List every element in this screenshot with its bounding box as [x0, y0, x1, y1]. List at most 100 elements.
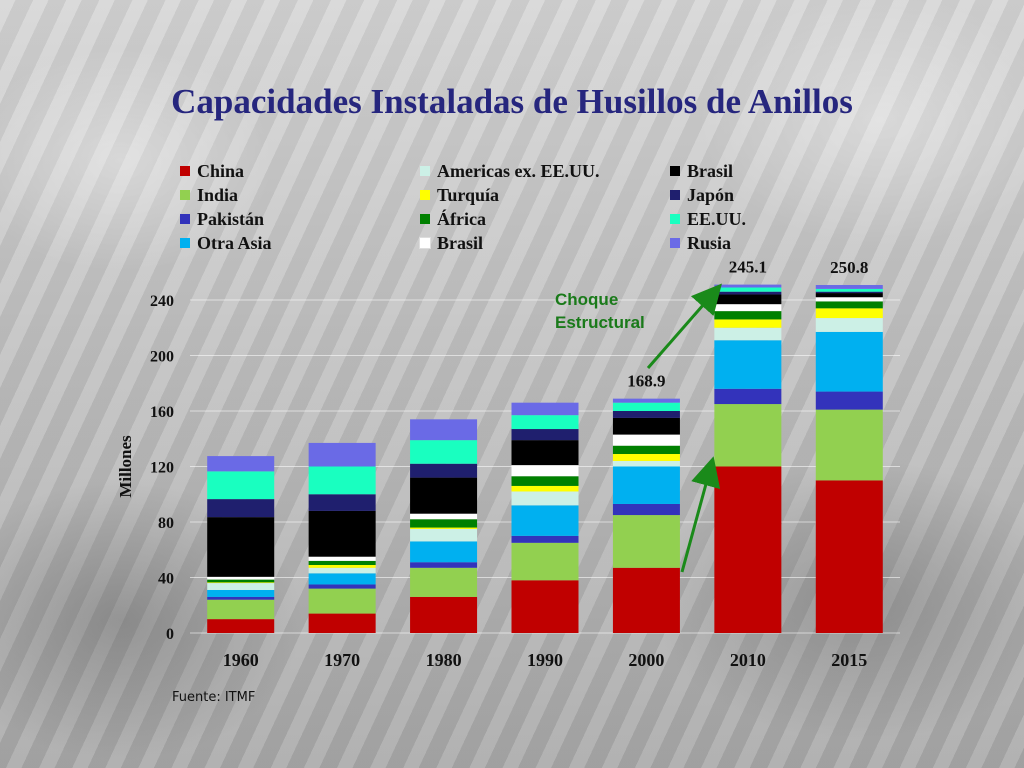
x-tick-label: 1970	[324, 650, 360, 670]
bar-segment	[714, 466, 782, 633]
bar-segment	[612, 460, 680, 467]
y-tick-label: 40	[158, 571, 174, 588]
bar-segment	[815, 301, 883, 309]
x-tick-label: 2015	[831, 650, 867, 670]
bar-segment	[308, 613, 376, 633]
bar-segment	[410, 513, 478, 520]
bar-segment	[410, 440, 478, 464]
source-note: Fuente: ITMF	[172, 690, 256, 705]
legend-item: Rusia	[670, 232, 731, 254]
legend-label: Brasil	[687, 160, 734, 181]
chart-legend: China India Pakistán Otra Asia Americas ex. …	[180, 160, 800, 260]
bar-segment	[207, 596, 275, 600]
bar-total-label: 168.9	[627, 372, 665, 391]
bar-segment	[207, 579, 275, 583]
bar-segment	[714, 291, 782, 295]
bar-segment	[815, 391, 883, 410]
legend-swatch	[670, 238, 680, 248]
bar-segment	[207, 583, 275, 590]
legend-swatch	[180, 214, 190, 224]
y-tick-label: 80	[158, 515, 174, 532]
x-tick-label: 1960	[223, 650, 259, 670]
legend-swatch	[670, 214, 680, 224]
bar-segment	[815, 409, 883, 481]
legend-item: China	[180, 160, 244, 182]
bar-segment	[511, 429, 579, 441]
bar-segment	[714, 284, 782, 288]
bar-segment	[511, 535, 579, 543]
y-tick-label: 200	[150, 349, 174, 366]
bar-segment	[612, 466, 680, 504]
bar-segment	[308, 466, 376, 495]
legend-label: Otra Asia	[197, 232, 272, 253]
slide-title: Capacidades Instaladas de Husillos de An…	[171, 82, 853, 121]
legend-item: India	[180, 184, 238, 206]
bar-total-label: 250.8	[830, 258, 868, 277]
bar-segment	[410, 567, 478, 597]
bar-segment	[207, 582, 275, 584]
bar-segment	[511, 542, 579, 581]
bar-segment	[308, 588, 376, 614]
bar-segment	[207, 517, 275, 577]
annotation-arrow-upper	[646, 283, 722, 369]
bar-segment	[714, 294, 782, 305]
bar-segment	[714, 304, 782, 312]
legend-item: Brasil	[670, 160, 733, 182]
legend-item: Brasil	[420, 232, 483, 254]
legend-swatch	[670, 166, 680, 176]
bar-segment	[815, 308, 883, 319]
bar-segment	[207, 576, 275, 580]
legend-label: Brasil	[437, 232, 484, 253]
bar-segment	[410, 596, 478, 633]
bar-segment	[612, 402, 680, 411]
bar-segment	[815, 331, 883, 392]
legend-swatch	[420, 190, 430, 200]
bar-segment	[308, 556, 376, 561]
bar-segment	[308, 510, 376, 557]
legend-swatch	[420, 214, 430, 224]
annotation-line-1: Choque	[555, 290, 618, 309]
legend-swatch	[180, 238, 190, 248]
legend-label: África	[437, 208, 486, 229]
x-tick-label: 1990	[527, 650, 563, 670]
bar-segment	[410, 541, 478, 563]
legend-item: Japón	[670, 184, 734, 206]
bar-segment	[308, 442, 376, 467]
legend-swatch	[670, 190, 680, 200]
bar-segment	[207, 589, 275, 597]
legend-item: Pakistán	[180, 208, 264, 230]
bar-segment	[714, 319, 782, 328]
annotation-arrow-lower	[680, 456, 721, 573]
bar-segment	[308, 584, 376, 589]
legend-label: EE.UU.	[687, 208, 747, 229]
bar-segment	[612, 503, 680, 516]
bar-segment	[612, 567, 680, 633]
bar-segment	[207, 456, 275, 472]
x-tick-label: 1980	[426, 650, 462, 670]
y-tick-label: 160	[150, 404, 174, 421]
bar-segment	[511, 440, 579, 466]
bar-segment	[612, 515, 680, 568]
legend-label: India	[197, 184, 239, 205]
bar-segment	[410, 477, 478, 514]
bar-segment	[308, 565, 376, 568]
bar-segment	[815, 285, 883, 289]
x-tick-label: 2000	[628, 650, 664, 670]
bar-segment	[815, 480, 883, 633]
legend-label: Rusia	[687, 232, 732, 253]
bar-segment	[714, 287, 782, 292]
legend-item: Americas ex. EE.UU.	[420, 160, 599, 182]
bar-segment	[207, 599, 275, 620]
x-tick-label: 2010	[730, 650, 766, 670]
y-tick-label: 120	[150, 460, 174, 477]
bar-segment	[410, 528, 478, 542]
annotation-line-2: Estructural	[555, 313, 645, 332]
bar-segment	[410, 463, 478, 478]
bar-segment	[308, 560, 376, 566]
bar-segment	[815, 318, 883, 332]
bar-segment	[815, 291, 883, 294]
bar-segment	[815, 297, 883, 302]
legend-label: Japón	[687, 184, 735, 205]
bar-segment	[714, 327, 782, 341]
bar-segment	[207, 499, 275, 518]
